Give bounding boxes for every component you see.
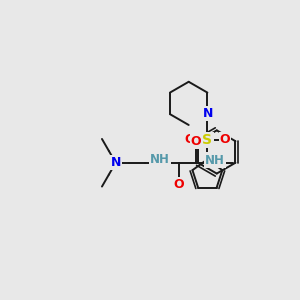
Text: NH: NH [205, 154, 225, 167]
Text: O: O [173, 178, 184, 191]
Text: O: O [191, 135, 202, 148]
Text: S: S [207, 153, 217, 167]
Text: NH: NH [150, 153, 170, 166]
Text: N: N [110, 156, 121, 169]
Text: O: O [184, 133, 195, 146]
Text: O: O [220, 133, 230, 146]
Text: N: N [203, 107, 214, 120]
Text: S: S [202, 133, 212, 147]
